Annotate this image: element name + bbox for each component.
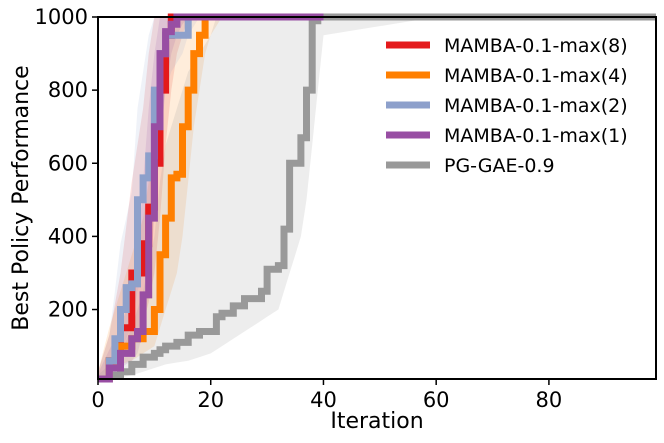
legend-label-pg-gae-0-9: PG-GAE-0.9 [444,155,555,177]
legend-label-mamba-0-1-max-4: MAMBA-0.1-max(4) [444,65,628,87]
y-axis-ticks: 200 400 600 800 1000 [35,5,98,322]
y-tick-label: 400 [48,224,88,248]
band-pg-gae-0-9 [98,17,656,379]
x-tick-label: 0 [91,388,104,412]
y-tick-label: 800 [48,78,88,102]
line-mamba-0-1-max-2 [98,13,324,383]
legend-label-mamba-0-1-max-8: MAMBA-0.1-max(8) [444,35,628,57]
x-tick-label: 20 [197,388,224,412]
plot-area [97,16,657,380]
legend-label-mamba-0-1-max-2: MAMBA-0.1-max(2) [444,95,628,117]
x-axis-ticks: 0 20 40 60 80 [91,379,562,412]
x-tick-label: 80 [536,388,563,412]
x-tick-label: 40 [310,388,337,412]
y-tick-label: 200 [48,298,88,322]
legend-label-mamba-0-1-max-1: MAMBA-0.1-max(1) [444,125,628,147]
x-tick-label: 60 [423,388,450,412]
legend: MAMBA-0.1-max(8) MAMBA-0.1-max(4) MAMBA-0.… [386,35,628,177]
y-axis-label: Best Policy Performance [9,65,34,330]
series-lines [98,13,656,383]
line-pg-gae-0-9 [98,13,656,383]
band-mamba-0-1-max-4 [98,17,324,379]
y-tick-label: 1000 [35,5,88,29]
y-tick-label: 600 [48,151,88,175]
x-axis-label: Iteration [330,409,423,434]
